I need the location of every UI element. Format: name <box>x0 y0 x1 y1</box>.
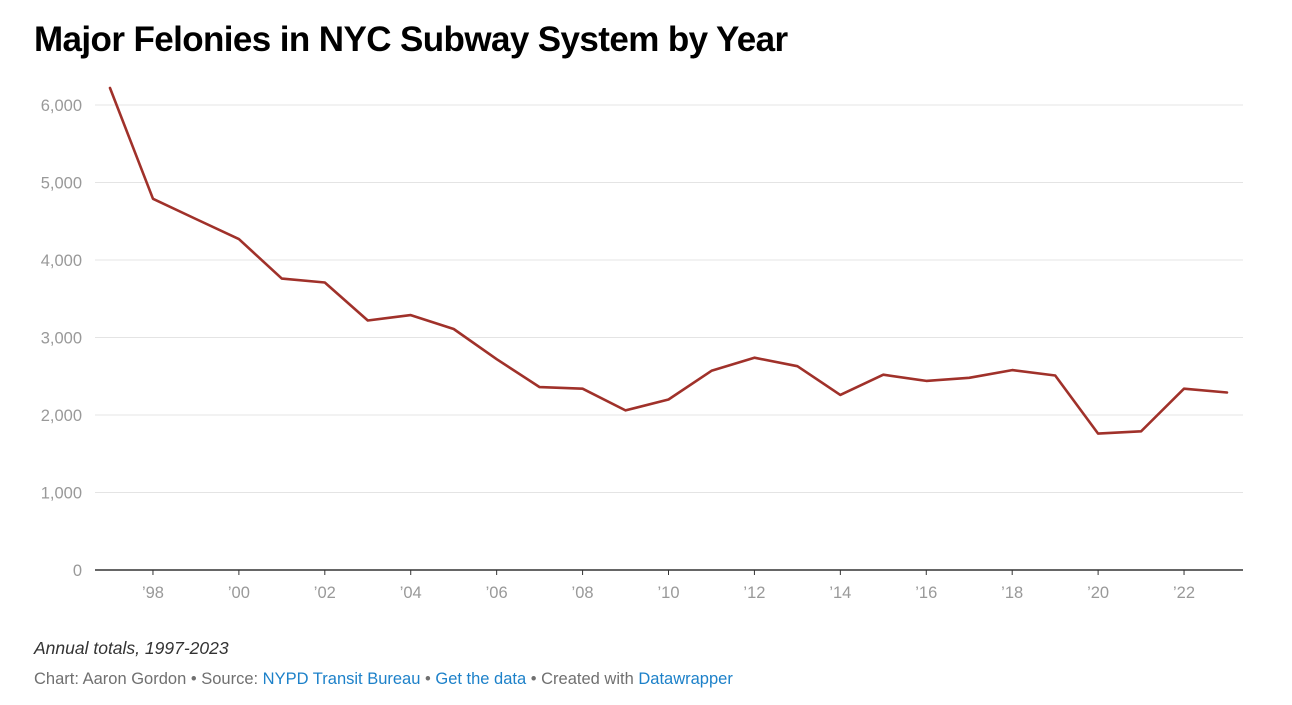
data-point <box>195 219 196 220</box>
data-point <box>840 394 841 395</box>
x-tick-label: ’22 <box>1173 584 1195 602</box>
footer-separator: • <box>526 670 542 688</box>
data-point <box>625 410 626 411</box>
series-line <box>108 86 1229 435</box>
x-tick-label: ’02 <box>314 584 336 602</box>
y-tick-label: 2,000 <box>41 407 82 425</box>
data-point <box>110 88 111 89</box>
gridlines <box>95 104 1243 494</box>
x-tick-label: ’16 <box>915 584 937 602</box>
y-tick-label: 3,000 <box>41 330 82 348</box>
data-point <box>1012 370 1013 371</box>
y-tick-label: 5,000 <box>41 175 82 193</box>
y-tick-label: 6,000 <box>41 97 82 115</box>
x-tick-label: ’08 <box>572 584 594 602</box>
x-axis: ’98 ’00 ’02 ’04 ’06 ’08 ’10 ’12 ’14 ’16 ’18 ’20 ’22 <box>95 569 1243 602</box>
data-point <box>410 315 411 316</box>
data-point <box>1184 388 1185 389</box>
data-point <box>1141 431 1142 432</box>
chart-footer: Chart: Aaron Gordon • Source: NYPD Trans… <box>34 670 733 689</box>
data-point <box>797 366 798 367</box>
x-tick-label: ’12 <box>743 584 765 602</box>
x-tick-label: ’00 <box>228 584 250 602</box>
data-point <box>324 282 325 283</box>
data-point <box>539 387 540 388</box>
data-point <box>453 329 454 330</box>
source-link[interactable]: NYPD Transit Bureau <box>262 670 421 688</box>
data-point <box>582 388 583 389</box>
x-tick-label: ’04 <box>400 584 422 602</box>
data-point <box>238 239 239 240</box>
data-point <box>1055 375 1056 376</box>
footer-separator: • <box>186 670 202 688</box>
x-tick-label: ’18 <box>1001 584 1023 602</box>
datawrapper-link[interactable]: Datawrapper <box>638 670 733 688</box>
data-point <box>668 399 669 400</box>
series-layer <box>108 86 1229 435</box>
chart-title: Major Felonies in NYC Subway System by Y… <box>34 20 788 59</box>
chart-notes: Annual totals, 1997-2023 <box>34 638 229 658</box>
x-tick-label: ’14 <box>829 584 851 602</box>
data-point <box>496 359 497 360</box>
get-the-data-link[interactable]: Get the data <box>435 670 527 688</box>
data-point <box>926 380 927 381</box>
data-point <box>153 198 154 199</box>
data-point <box>883 374 884 375</box>
footer-source-prefix: Source: <box>201 670 263 688</box>
footer-created-with-prefix: Created with <box>541 670 639 688</box>
data-point <box>754 357 755 358</box>
data-point <box>711 370 712 371</box>
x-tick-label: ’98 <box>142 584 164 602</box>
x-tick-label: ’20 <box>1087 584 1109 602</box>
y-tick-label: 0 <box>73 562 82 580</box>
footer-byline: Chart: Aaron Gordon <box>34 670 187 688</box>
data-point <box>1227 392 1228 393</box>
data-point <box>1098 433 1099 434</box>
data-point <box>367 320 368 321</box>
y-tick-label: 4,000 <box>41 252 82 270</box>
x-tick-label: ’10 <box>657 584 679 602</box>
y-axis-tick-labels: 0 1,000 2,000 3,000 4,000 5,000 6,000 <box>41 97 82 580</box>
footer-separator: • <box>420 670 436 688</box>
data-point <box>969 377 970 378</box>
data-point <box>281 278 282 279</box>
x-tick-label: ’06 <box>486 584 508 602</box>
y-tick-label: 1,000 <box>41 485 82 503</box>
